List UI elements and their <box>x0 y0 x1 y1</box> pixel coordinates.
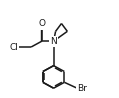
Text: Cl: Cl <box>10 43 18 52</box>
Text: O: O <box>38 19 45 28</box>
Text: Br: Br <box>77 84 87 93</box>
Text: N: N <box>50 37 57 46</box>
